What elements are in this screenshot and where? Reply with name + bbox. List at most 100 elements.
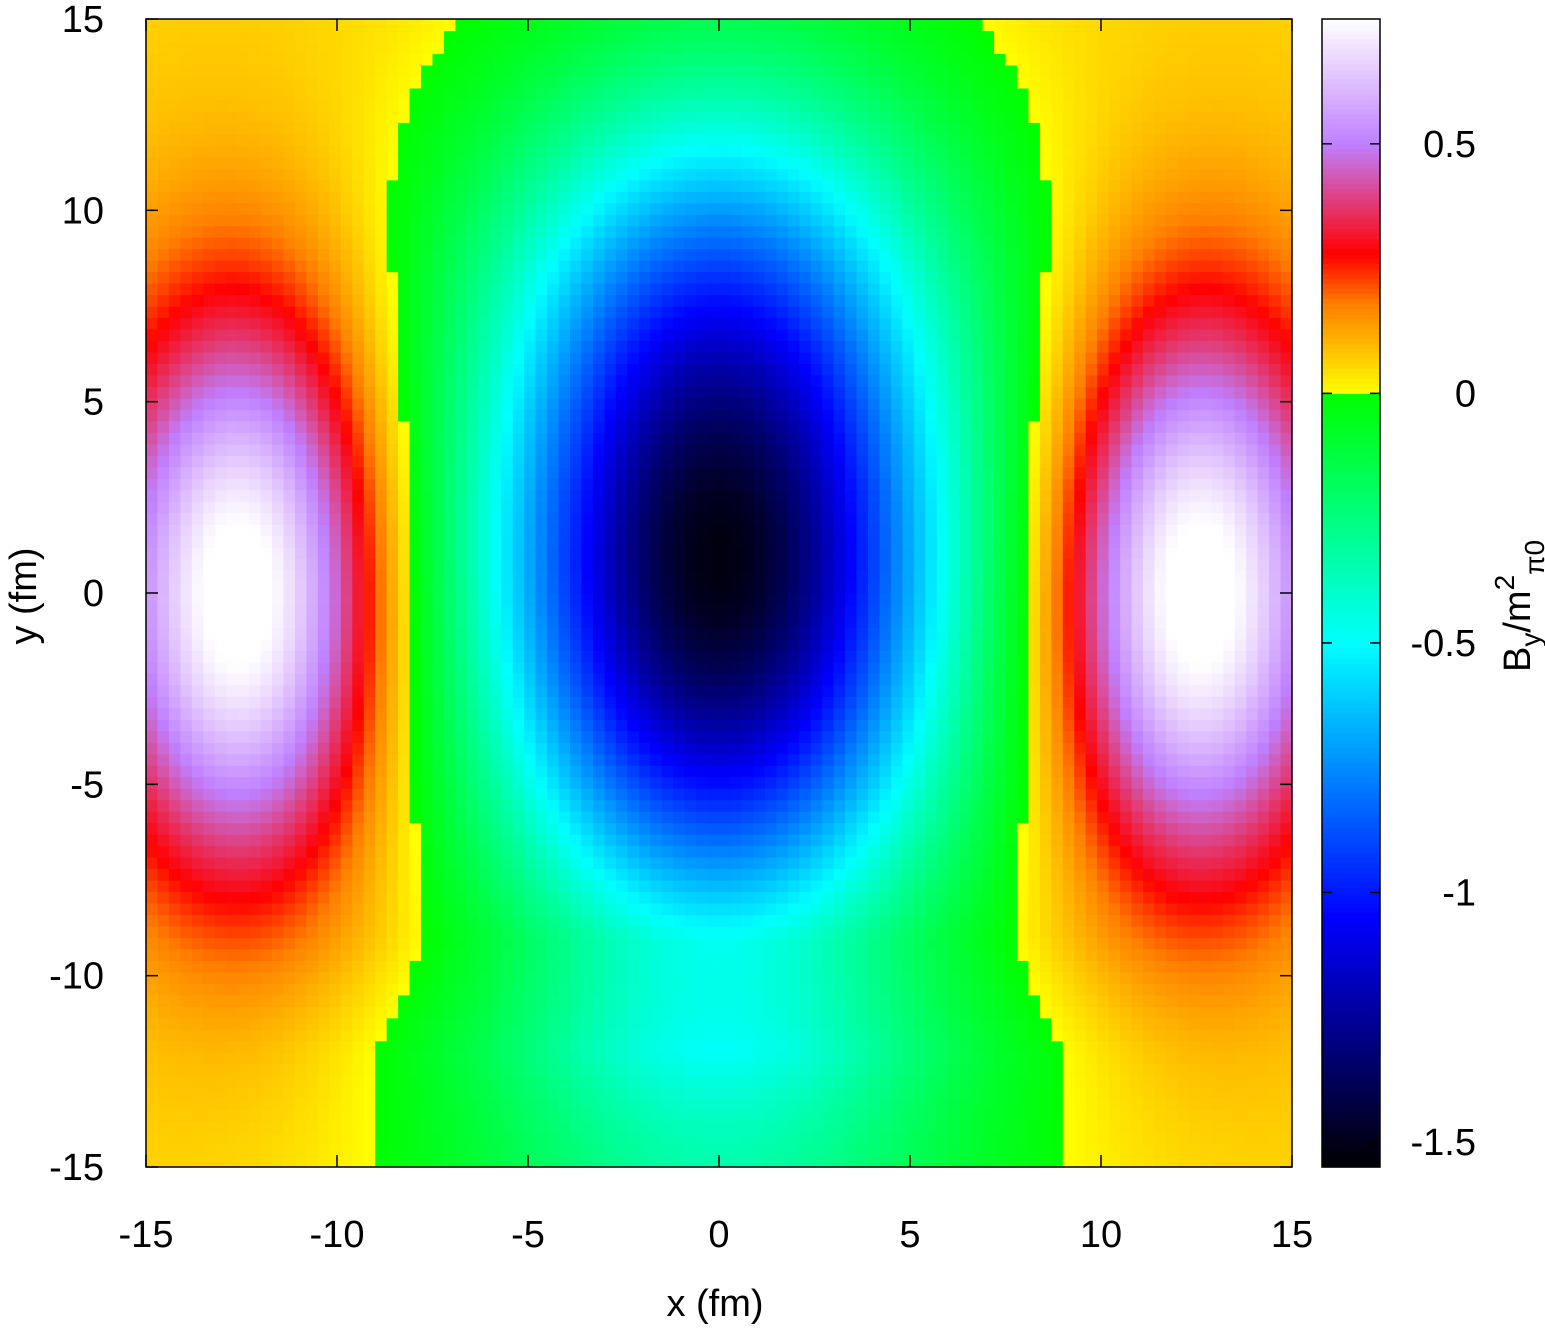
heatmap-cell: [845, 604, 858, 617]
heatmap-cell: [684, 1006, 697, 1019]
heatmap-cell: [558, 696, 571, 709]
heatmap-cell: [146, 776, 159, 789]
heatmap-cell: [638, 1086, 651, 1099]
heatmap-cell: [272, 983, 285, 996]
heatmap-cell: [409, 638, 422, 651]
heatmap-cell: [833, 627, 846, 640]
heatmap-cell: [787, 971, 800, 984]
heatmap-cell: [294, 880, 308, 893]
heatmap-cell: [822, 604, 835, 617]
heatmap-cell: [1280, 1086, 1292, 1099]
heatmap-cell: [547, 593, 560, 606]
heatmap-cell: [638, 673, 651, 686]
heatmap-cell: [260, 925, 273, 938]
heatmap-cell: [249, 891, 262, 904]
heatmap-cell: [1028, 627, 1041, 640]
heatmap-cell: [1120, 868, 1133, 881]
heatmap-cell: [1131, 845, 1144, 858]
heatmap-cell: [1143, 1155, 1156, 1167]
heatmap-cell: [581, 765, 594, 778]
heatmap-cell: [157, 615, 170, 629]
heatmap-cell: [684, 627, 697, 640]
heatmap-cell: [432, 1052, 445, 1065]
heatmap-cell: [845, 1144, 858, 1157]
heatmap-cell: [879, 902, 892, 916]
heatmap-cell: [237, 857, 250, 870]
heatmap-cell: [535, 1063, 548, 1076]
heatmap-cell: [1257, 1132, 1270, 1145]
heatmap-cell: [1120, 1155, 1133, 1167]
heatmap-cell: [1028, 834, 1041, 847]
heatmap-cell: [833, 1144, 846, 1157]
heatmap-cell: [1165, 891, 1178, 904]
heatmap-cell: [1177, 811, 1190, 824]
heatmap-cell: [191, 1086, 204, 1099]
heatmap-cell: [306, 834, 319, 847]
heatmap-cell: [867, 834, 881, 847]
heatmap-cell: [627, 1029, 640, 1042]
heatmap-cell: [398, 627, 411, 640]
heatmap-cell: [489, 788, 502, 801]
heatmap-cell: [1257, 604, 1270, 617]
heatmap-cell: [1257, 730, 1270, 743]
heatmap-cell: [879, 1144, 892, 1157]
heatmap-cell: [719, 684, 732, 697]
heatmap-cell: [352, 902, 365, 916]
heatmap-cell: [1028, 1052, 1041, 1065]
heatmap-cell: [1097, 696, 1110, 709]
heatmap-cell: [856, 948, 869, 961]
heatmap-cell: [741, 834, 754, 847]
heatmap-cell: [753, 994, 766, 1007]
heatmap-cell: [489, 1109, 502, 1122]
heatmap-cell: [157, 811, 170, 824]
heatmap-cell: [867, 868, 881, 881]
heatmap-cell: [1085, 730, 1098, 743]
heatmap-cell: [214, 948, 227, 961]
heatmap-cell: [1165, 983, 1178, 996]
heatmap-cell: [764, 788, 777, 801]
heatmap-cell: [1131, 1155, 1144, 1167]
heatmap-cell: [478, 994, 491, 1007]
heatmap-cell: [168, 638, 181, 651]
heatmap-cell: [524, 730, 537, 743]
heatmap-cell: [386, 719, 399, 732]
heatmap-cell: [661, 719, 674, 732]
heatmap-cell: [237, 925, 250, 938]
heatmap-cell: [386, 707, 399, 720]
heatmap-cell: [856, 902, 869, 916]
heatmap-cell: [398, 868, 411, 881]
heatmap-cell: [879, 753, 892, 766]
heatmap-cell: [535, 1155, 548, 1167]
heatmap-cell: [776, 604, 789, 617]
heatmap-cell: [409, 742, 422, 755]
heatmap-cell: [272, 788, 285, 801]
heatmap-cell: [1085, 983, 1098, 996]
heatmap-cell: [799, 1075, 812, 1088]
heatmap-cell: [764, 1144, 777, 1157]
heatmap-cell: [524, 742, 537, 755]
heatmap-cell: [489, 868, 502, 881]
heatmap-cell: [913, 845, 926, 858]
heatmap-cell: [386, 788, 399, 801]
heatmap-cell: [466, 834, 479, 847]
heatmap-cell: [329, 765, 342, 778]
heatmap-cell: [1188, 857, 1201, 870]
heatmap-cell: [650, 1075, 663, 1088]
heatmap-cell: [604, 1121, 617, 1134]
heatmap-cell: [1280, 925, 1292, 938]
heatmap-cell: [432, 673, 445, 686]
heatmap-cell: [1165, 684, 1178, 697]
heatmap-cell: [753, 1063, 766, 1076]
heatmap-cell: [810, 661, 823, 674]
heatmap-cell: [719, 673, 732, 686]
heatmap-cell: [592, 902, 605, 916]
heatmap-cell: [375, 788, 388, 801]
heatmap-cell: [180, 1017, 193, 1030]
heatmap-cell: [1234, 593, 1247, 606]
heatmap-cell: [283, 1017, 296, 1030]
heatmap-cell: [1097, 937, 1110, 950]
heatmap-cell: [1097, 857, 1110, 870]
heatmap-cell: [237, 960, 250, 973]
heatmap-cell: [959, 776, 972, 789]
heatmap-cell: [902, 914, 915, 927]
